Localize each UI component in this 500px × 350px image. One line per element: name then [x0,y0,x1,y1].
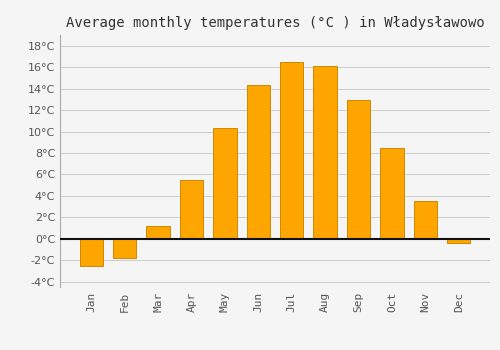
Bar [380,148,404,239]
Bar [347,100,370,239]
Bar [113,239,136,258]
Bar [146,226,170,239]
Bar [314,66,337,239]
Bar [213,128,236,239]
Bar [180,180,203,239]
Title: Average monthly temperatures (°C ) in Władysławowo: Average monthly temperatures (°C ) in Wł… [66,16,484,30]
Bar [447,239,470,243]
Bar [280,62,303,239]
Bar [414,201,437,239]
Bar [246,85,270,239]
Bar [80,239,103,266]
